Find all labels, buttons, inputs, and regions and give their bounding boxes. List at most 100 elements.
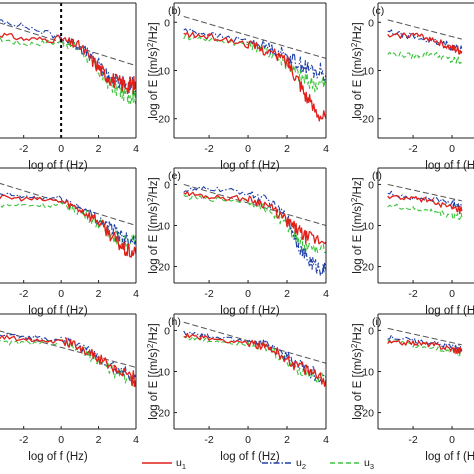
reference-slope-line [387, 327, 462, 346]
x-tick-label: -2 [204, 288, 213, 300]
legend-subscript: 1 [182, 462, 186, 471]
y-tick-label: -10 [155, 221, 170, 233]
y-axis-label-main: log of E [(m/s) [148, 47, 160, 119]
x-tick-label: 4 [323, 434, 329, 446]
y-axis-label-main: log of E [(m/s) [352, 348, 364, 420]
x-tick-label: 4 [133, 143, 139, 155]
x-axis-label: log of f (Hz) [28, 305, 88, 317]
y-axis-label-end: /Hz] [352, 177, 364, 197]
x-tick-label: -2 [19, 143, 28, 155]
y-tick-label: 0 [164, 179, 170, 191]
x-axis-label: log of f (Hz) [220, 160, 280, 172]
y-axis-label: log of E [(m/s)2/Hz] [146, 177, 160, 273]
x-tick-label: 4 [323, 288, 329, 300]
legend-u2-label: u2 [296, 457, 306, 471]
y-axis-label-superscript: 2 [350, 197, 359, 202]
plot-area [0, 182, 136, 258]
x-tick-label: -2 [19, 288, 28, 300]
series-u1-line [0, 32, 136, 95]
x-tick-label: 0 [58, 143, 64, 155]
y-tick-label: -10 [359, 66, 374, 78]
panel-unlabeled-0: -2 0 2 4 log of f (Hz) [0, 2, 139, 172]
x-tick-label: -2 [408, 143, 417, 155]
y-axis-label: log of E [(m/s)2/Hz] [350, 22, 364, 118]
series-u1-line [0, 334, 136, 388]
series-u1-line [0, 194, 136, 258]
x-tick-label: -2 [408, 434, 417, 446]
reference-slope-line [387, 19, 462, 40]
series-u1-line [387, 32, 463, 55]
legend-name: u [296, 457, 302, 469]
x-tick-label: -2 [204, 143, 213, 155]
y-axis-label-main: log of E [(m/s) [352, 47, 364, 119]
x-tick-label: 0 [58, 434, 64, 446]
series-u3-line [183, 194, 326, 254]
reference-slope-line [183, 16, 326, 59]
x-tick-label: 0 [449, 288, 455, 300]
y-axis-label-end: /Hz] [352, 22, 364, 42]
y-axis-label-main: log of E [(m/s) [148, 348, 160, 420]
panel-label: (i) [372, 316, 381, 328]
x-tick-label: -2 [19, 434, 28, 446]
x-axis-label: log of f (Hz) [28, 451, 88, 463]
plot-area [0, 3, 136, 138]
legend-subscript: 2 [302, 462, 306, 471]
series-u1-line [183, 190, 326, 245]
x-tick-label: 2 [284, 143, 290, 155]
y-axis-label-superscript: 2 [146, 42, 155, 47]
y-tick-label: -20 [359, 408, 374, 420]
series-u1-line [183, 332, 326, 387]
y-tick-label: -10 [155, 367, 170, 379]
x-axis-label: log of f (Hz) [28, 160, 88, 172]
reference-slope-line [0, 330, 136, 368]
series-u2-line [183, 330, 326, 383]
y-tick-label: -20 [359, 262, 374, 274]
x-axis-label: log of f (Hz) [220, 451, 280, 463]
y-axis-label-superscript: 2 [146, 343, 155, 348]
y-tick-label: 0 [368, 179, 374, 191]
y-tick-label: 0 [164, 17, 170, 29]
y-axis-label: log of E [(m/s)2/Hz] [146, 323, 160, 419]
x-tick-label: 2 [284, 288, 290, 300]
x-tick-label: 2 [284, 434, 290, 446]
series-u3-line [0, 202, 136, 250]
y-axis-label: log of E [(m/s)2/Hz] [146, 22, 160, 118]
y-axis-label-main: log of E [(m/s) [148, 202, 160, 274]
y-axis-label-superscript: 2 [146, 197, 155, 202]
x-tick-label: 0 [245, 288, 251, 300]
legend-subscript: 3 [370, 462, 374, 471]
panel-unlabeled-3: -2 0 2 4 log of f (Hz) [0, 167, 139, 317]
plot-area [183, 16, 326, 122]
x-tick-label: 4 [323, 143, 329, 155]
y-axis-label-superscript: 2 [350, 343, 359, 348]
x-tick-label: 0 [245, 434, 251, 446]
x-tick-label: 0 [449, 434, 455, 446]
x-tick-label: 0 [58, 288, 64, 300]
plot-area [183, 183, 326, 277]
plot-area [0, 330, 136, 388]
x-tick-label: -2 [408, 288, 417, 300]
plot-area [183, 321, 326, 387]
x-tick-label: 4 [133, 288, 139, 300]
panel-label: (f) [372, 170, 382, 182]
legend-name: u [176, 457, 182, 469]
series-u2-line [0, 192, 136, 247]
x-axis-label: log of f (Hz) [425, 305, 474, 317]
panel-label: (e) [168, 170, 181, 182]
series-u2-line [183, 28, 326, 82]
x-tick-label: 2 [96, 288, 102, 300]
y-tick-label: -20 [155, 262, 170, 274]
y-tick-label: -10 [155, 66, 170, 78]
y-tick-label: 0 [164, 325, 170, 337]
y-axis-label-main: log of E [(m/s) [352, 202, 364, 274]
y-axis-label-end: /Hz] [148, 323, 160, 343]
series-u1-line [387, 339, 463, 355]
panel-label: (b) [168, 5, 181, 17]
